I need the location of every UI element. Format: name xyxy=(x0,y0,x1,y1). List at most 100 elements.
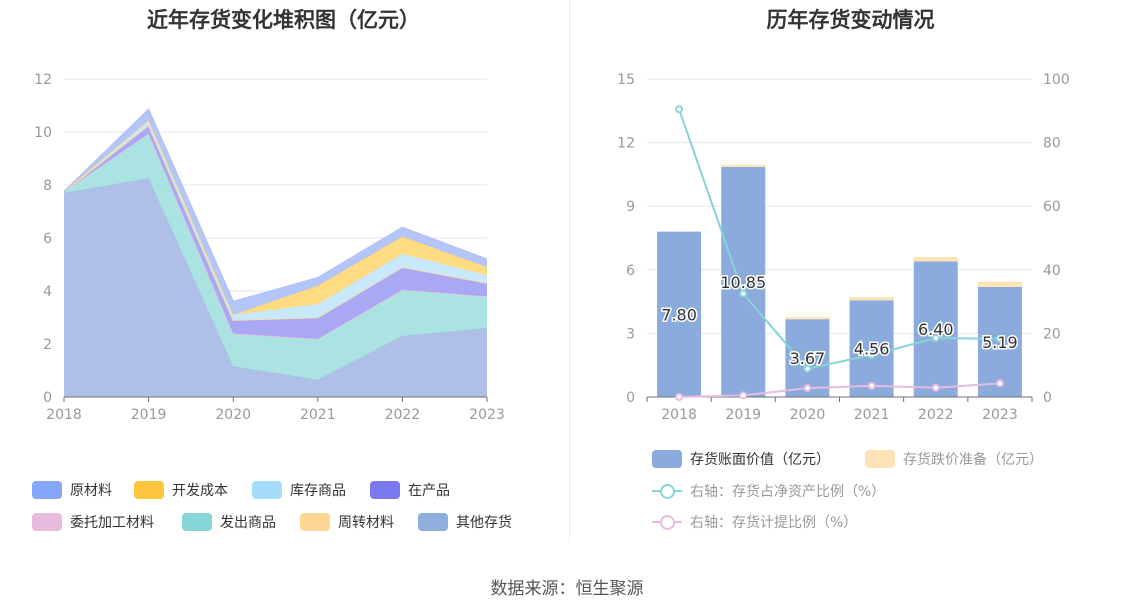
line-point xyxy=(995,334,1004,343)
legend-item-右轴：存货占净资产比例（%）[interactable]: 右轴：存货占净资产比例（%） xyxy=(652,481,885,501)
line-右轴：存货占净资产比例（%） xyxy=(678,108,1000,370)
right-y2-tick-label: 0 xyxy=(1043,390,1052,406)
left-x-tick-label: 2021 xyxy=(300,407,336,423)
left-x-tick-label: 2023 xyxy=(469,407,505,423)
right-y-tick-label: 9 xyxy=(626,199,635,215)
legend-label: 其他存货 xyxy=(456,515,512,531)
right-y2-tick-label: 100 xyxy=(1043,72,1070,88)
bar-book-value xyxy=(913,261,958,397)
left-y-tick-label: 6 xyxy=(43,231,52,247)
legend-item-存货跌价准备（亿元）[interactable]: 存货跌价准备（亿元） xyxy=(865,449,1043,469)
area-edge-原材料 xyxy=(63,108,488,303)
right-y2-tick-label: 20 xyxy=(1043,326,1061,342)
left-y-tick-label: 8 xyxy=(43,178,52,194)
right-x-tick-label: 2019 xyxy=(725,407,761,423)
legend-label: 存货跌价准备（亿元） xyxy=(903,452,1043,468)
line-point xyxy=(995,379,1004,388)
right-x-tick-label: 2021 xyxy=(854,407,890,423)
area-在产品 xyxy=(64,125,487,339)
legend-label: 右轴：存货计提比例（%） xyxy=(690,515,858,531)
legend-swatch xyxy=(865,450,895,468)
left-y-tick-label: 10 xyxy=(34,125,52,141)
line-point xyxy=(739,289,748,298)
bar-book-value xyxy=(849,300,894,397)
line-point xyxy=(867,381,876,390)
right-y2-tick-label: 80 xyxy=(1043,136,1061,152)
legend-item-库存商品[interactable]: 库存商品 xyxy=(252,480,346,500)
right-y2-tick-label: 40 xyxy=(1043,263,1061,279)
stacked-area-chart: 0 2 4 6 8 10 12 2018 2019 2020 2021 2022 2023 xyxy=(34,72,505,423)
right-x-tick-label: 2018 xyxy=(661,407,697,423)
left-x-tick-label: 2019 xyxy=(131,407,167,423)
right-y-tick-label: 15 xyxy=(617,72,635,88)
left-y-tick-label: 4 xyxy=(43,284,52,300)
bar-impairment xyxy=(977,281,1022,287)
line-point xyxy=(739,391,748,400)
right-x-tick-label: 2022 xyxy=(918,407,954,423)
left-x-tick-label: 2020 xyxy=(215,407,251,423)
bar-data-label: 7.80 xyxy=(661,305,697,324)
legend-label: 库存商品 xyxy=(290,483,346,499)
legend-label: 右轴：存货占净资产比例（%） xyxy=(690,484,886,500)
left-x-tick-label: 2018 xyxy=(46,407,82,423)
right-y-tick-label: 6 xyxy=(626,263,635,279)
right-chart-title: 历年存货变动情况 xyxy=(766,8,935,32)
bar-impairment xyxy=(913,257,958,262)
area-发出商品 xyxy=(64,133,487,380)
legend-item-原材料[interactable]: 原材料 xyxy=(32,480,112,500)
inventory-change-panel: 历年存货变动情况 0 3 6 9 12 15 0 20 40 60 80 100 2018 2019 202… xyxy=(567,0,1134,560)
right-y-tick-label: 3 xyxy=(626,326,635,342)
legend-item-委托加工材料[interactable]: 委托加工材料 xyxy=(32,512,154,532)
panel-divider xyxy=(569,0,570,542)
right-y2-tick-label: 60 xyxy=(1043,199,1061,215)
bar-impairment xyxy=(849,297,894,301)
legend-item-开发成本[interactable]: 开发成本 xyxy=(134,480,228,500)
legend-label: 开发成本 xyxy=(172,483,228,499)
bar-data-label: 5.19 xyxy=(982,333,1018,352)
bar-book-value xyxy=(721,166,766,397)
bar-impairment xyxy=(785,317,830,320)
legend-label: 在产品 xyxy=(408,483,450,499)
legend-item-右轴：存货计提比例（%）[interactable]: 右轴：存货计提比例（%） xyxy=(652,512,857,532)
line-point xyxy=(931,383,940,392)
area-原材料 xyxy=(64,109,487,315)
bar-impairment xyxy=(721,164,766,167)
line-右轴：存货计提比例（%） xyxy=(679,382,1000,398)
left-chart-legend: 原材料 开发成本 库存商品 在产品委托加工材料 发出商品 周转材料 其他存货 xyxy=(0,0,567,560)
legend-item-发出商品[interactable]: 发出商品 xyxy=(182,512,276,532)
legend-swatch xyxy=(32,513,62,531)
left-x-tick-label: 2022 xyxy=(385,407,421,423)
inventory-stacked-area-panel: 近年存货变化堆积图（亿元） 0 2 4 6 8 10 12 2018 2019 2020 2021 2… xyxy=(0,0,567,560)
bar-book-value xyxy=(785,319,830,397)
line-point xyxy=(867,351,876,360)
right-x-tick-label: 2020 xyxy=(790,407,826,423)
legend-swatch xyxy=(252,481,282,499)
right-y-tick-label: 0 xyxy=(626,390,635,406)
bar-data-label: 10.85 xyxy=(720,273,766,292)
legend-item-在产品[interactable]: 在产品 xyxy=(370,480,450,500)
legend-swatch xyxy=(300,513,330,531)
bar-data-label: 3.67 xyxy=(790,349,826,368)
bar-line-combo-chart: 0 3 6 9 12 15 0 20 40 60 80 100 2018 2019 2020 2021 2022… xyxy=(617,72,1070,423)
line-point xyxy=(931,334,940,343)
line-point xyxy=(675,105,684,114)
legend-item-周转材料[interactable]: 周转材料 xyxy=(300,512,394,532)
legend-swatch xyxy=(370,481,400,499)
legend-swatch xyxy=(652,450,682,468)
right-chart-legend: 存货账面价值（亿元） 存货跌价准备（亿元） 右轴：存货占净资产比例（%） 右轴：存货计… xyxy=(567,0,1134,560)
bar-data-label: 4.56 xyxy=(854,340,890,359)
line-point xyxy=(675,393,684,401)
legend-label: 存货账面价值（亿元） xyxy=(690,452,830,468)
legend-swatch xyxy=(418,513,448,531)
legend-swatch xyxy=(652,513,682,531)
line-point xyxy=(803,384,812,393)
left-chart-title: 近年存货变化堆积图（亿元） xyxy=(147,8,420,32)
bar-book-value xyxy=(657,231,702,397)
legend-swatch xyxy=(134,481,164,499)
area-开发成本 xyxy=(64,120,487,315)
right-x-tick-label: 2023 xyxy=(982,407,1018,423)
legend-item-其他存货[interactable]: 其他存货 xyxy=(418,512,512,532)
legend-item-存货账面价值（亿元）[interactable]: 存货账面价值（亿元） xyxy=(652,449,830,469)
right-y-tick-label: 12 xyxy=(617,136,635,152)
legend-swatch xyxy=(32,481,62,499)
